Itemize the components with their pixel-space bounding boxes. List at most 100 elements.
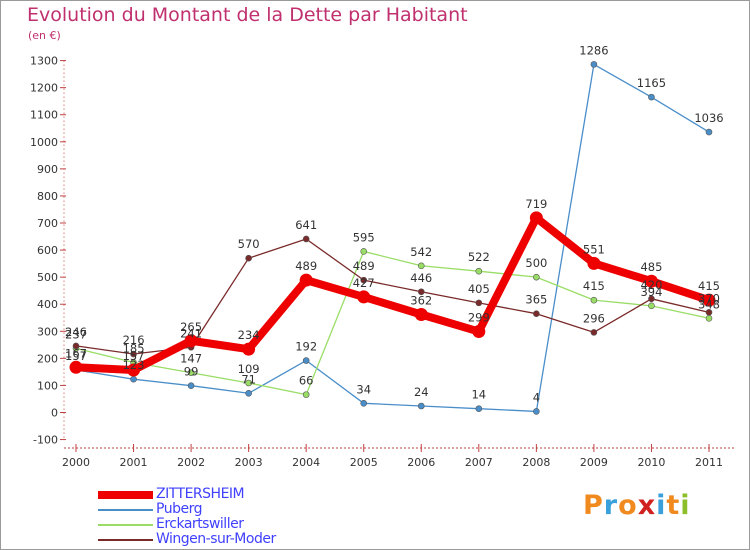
data-point: [69, 360, 83, 374]
data-label: 123: [123, 358, 145, 372]
data-point: [127, 363, 141, 377]
data-point: [705, 128, 713, 136]
data-point: [529, 211, 543, 225]
y-tick-label: 500: [37, 271, 58, 284]
data-point: [644, 274, 658, 288]
y-tick-label: 1100: [30, 109, 58, 122]
data-label: 1165: [637, 76, 666, 90]
logo-letter: i: [680, 490, 691, 521]
proxiti-logo: Proxiti: [583, 490, 691, 521]
data-label: 157: [65, 349, 87, 363]
logo-letter: x: [637, 490, 657, 521]
logo-letter: r: [603, 490, 619, 521]
legend-swatch: [98, 491, 153, 499]
data-point: [302, 235, 310, 243]
data-point: [357, 290, 371, 304]
data-label: 192: [295, 340, 317, 354]
data-label: 415: [583, 279, 605, 293]
y-tick-label: 300: [37, 325, 58, 338]
x-tick-label: 2005: [350, 456, 378, 469]
data-label: 420: [640, 278, 662, 292]
data-point: [245, 379, 252, 387]
data-label: 394: [640, 285, 662, 299]
data-label: 427: [353, 276, 375, 290]
data-point: [475, 267, 483, 275]
data-point: [187, 382, 195, 390]
legend-swatch: [98, 524, 153, 526]
data-label: 71: [241, 372, 256, 386]
x-tick-label: 2004: [292, 456, 320, 469]
data-point: [587, 256, 601, 270]
data-point: [184, 334, 198, 348]
data-point: [187, 369, 195, 377]
data-point: [414, 308, 428, 322]
data-point: [417, 262, 425, 270]
x-tick-label: 2009: [580, 456, 608, 469]
data-point: [242, 342, 256, 356]
data-labels: 167 1572652344894273622997195514854151571…: [65, 43, 724, 404]
data-point: [72, 342, 80, 350]
data-label: 237: [65, 327, 87, 341]
y-tick-label: 900: [37, 163, 58, 176]
data-label: 241: [180, 326, 202, 340]
legend-label: ZITTERSHEIM: [156, 486, 245, 502]
x-tick-label: 2007: [465, 456, 493, 469]
data-label: 185: [123, 341, 145, 355]
legend-label: Wingen-sur-Moder: [156, 531, 276, 547]
data-label: 522: [468, 250, 490, 264]
data-point: [590, 61, 598, 68]
data-label: 99: [184, 365, 199, 379]
data-label: 500: [525, 256, 547, 270]
data-label: 1286: [579, 43, 608, 57]
legend-label: Puberg: [156, 501, 202, 517]
data-label: 1036: [694, 111, 723, 125]
data-label: 234: [238, 328, 260, 342]
data-point: [533, 310, 540, 317]
data-label: 216: [123, 333, 145, 347]
x-tick-label: 2008: [522, 456, 550, 469]
data-label: 446: [410, 271, 432, 285]
logo-letter: P: [583, 490, 604, 521]
data-label: 265: [180, 320, 202, 334]
data-point: [590, 296, 598, 304]
data-point: [360, 399, 368, 407]
data-label: 157: [123, 349, 145, 363]
data-point: [130, 375, 137, 383]
data-label: 4: [533, 390, 540, 404]
legend-label: Erckartswiller: [156, 516, 244, 532]
x-tick-label: 2006: [407, 456, 435, 469]
data-point: [299, 273, 313, 287]
data-label: 299: [468, 311, 490, 325]
x-tick-label: 2010: [637, 456, 665, 469]
data-point: [302, 357, 310, 364]
data-label: 14: [471, 388, 486, 402]
data-label: 542: [410, 245, 432, 259]
y-tick-label: 200: [37, 352, 58, 365]
data-point: [533, 408, 540, 415]
data-point: [130, 350, 137, 358]
chart-unit: (en €): [28, 29, 61, 42]
data-label: 296: [583, 311, 605, 325]
data-label: 362: [410, 294, 432, 308]
series-line-puberg: [75, 63, 710, 413]
data-label: 167: [65, 346, 87, 360]
data-point: [417, 288, 425, 296]
logo-letter: o: [618, 490, 638, 521]
data-point: [417, 402, 425, 410]
data-label: 34: [356, 382, 371, 396]
data-point: [702, 293, 716, 307]
series-line-zittersheim: [72, 213, 713, 375]
data-label: 66: [299, 374, 314, 388]
data-point: [475, 405, 483, 413]
data-label: 405: [468, 282, 490, 296]
y-tick-label: 800: [37, 190, 58, 203]
data-point: [648, 295, 655, 303]
data-point: [705, 314, 713, 322]
data-label: 365: [525, 293, 547, 307]
chart-title: Evolution du Montant de la Dette par Hab…: [27, 4, 468, 26]
data-point: [302, 391, 310, 398]
series-points: [69, 61, 716, 415]
data-point: [705, 309, 713, 316]
data-label: 485: [640, 260, 662, 274]
